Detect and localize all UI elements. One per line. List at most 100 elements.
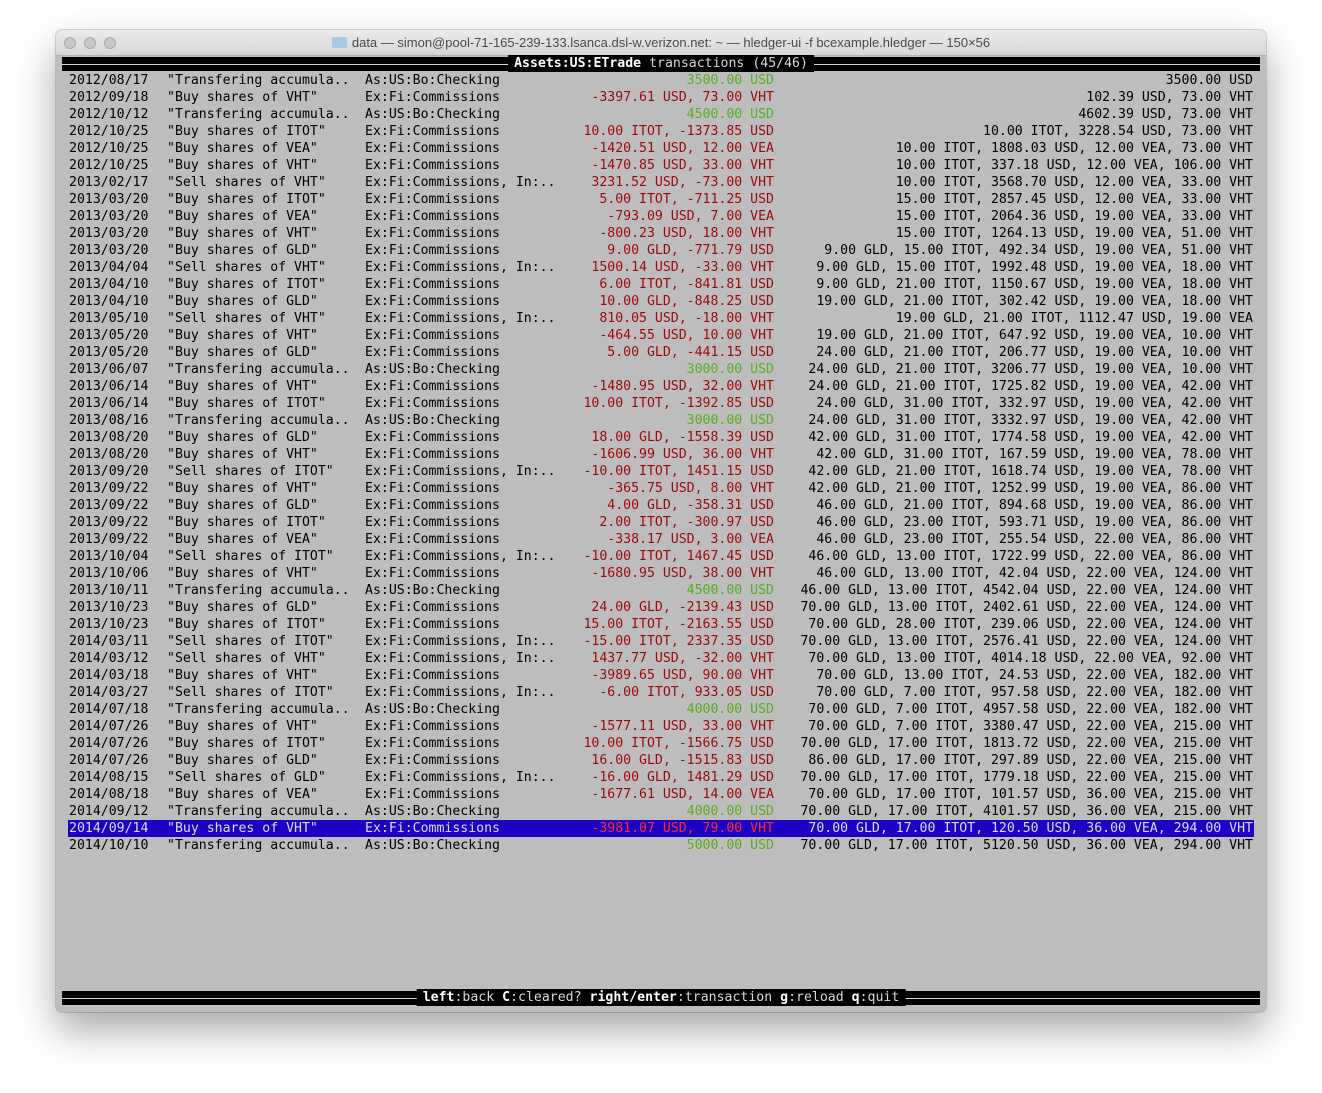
- account-cell: Ex:Fi:Commissions: [365, 294, 500, 309]
- amount-cell: 10.00 ITOT, -1373.85 USD: [583, 124, 774, 139]
- table-row[interactable]: 2013/03/20 "Buy shares of VHT" Ex:Fi:Commi…: [68, 225, 1254, 242]
- table-row[interactable]: 2013/05/20 "Buy shares of GLD" Ex:Fi:Commi…: [68, 344, 1254, 361]
- amount-cell: -365.75 USD, 8.00 VHT: [607, 481, 774, 496]
- table-row[interactable]: 2012/10/25 "Buy shares of VEA" Ex:Fi:Commi…: [68, 140, 1254, 157]
- table-row[interactable]: 2013/09/20 "Sell shares of ITOT" Ex:Fi:Com…: [68, 463, 1254, 480]
- minimize-button[interactable]: [84, 37, 96, 49]
- description-cell: "Buy shares of VHT": [167, 90, 318, 105]
- amount-cell: -16.00 GLD, 1481.29 USD: [591, 770, 774, 785]
- table-row[interactable]: 2013/09/22 "Buy shares of GLD" Ex:Fi:Commi…: [68, 497, 1254, 514]
- date-cell: 2013/05/20: [69, 328, 149, 343]
- table-row[interactable]: 2013/02/17 "Sell shares of VHT" Ex:Fi:Comm…: [68, 174, 1254, 191]
- header-label: Assets:US:ETrade transactions (45/46): [508, 55, 814, 72]
- date-cell: 2013/06/14: [69, 379, 149, 394]
- table-row[interactable]: 2014/03/27 "Sell shares of ITOT" Ex:Fi:Com…: [68, 684, 1254, 701]
- table-row[interactable]: 2013/09/22 "Buy shares of ITOT" Ex:Fi:Comm…: [68, 514, 1254, 531]
- table-row[interactable]: 2013/05/10 "Sell shares of VHT" Ex:Fi:Comm…: [68, 310, 1254, 327]
- balance-cell: 46.00 GLD, 13.00 ITOT, 42.04 USD, 22.00 …: [816, 566, 1253, 581]
- key-action: cleared?: [518, 990, 582, 1005]
- table-row[interactable]: 2014/03/12 "Sell shares of VHT" Ex:Fi:Comm…: [68, 650, 1254, 667]
- table-row[interactable]: 2014/09/12 "Transfering accumula.. As:US:B…: [68, 803, 1254, 820]
- table-row[interactable]: 2014/07/18 "Transfering accumula.. As:US:B…: [68, 701, 1254, 718]
- account-cell: Ex:Fi:Commissions: [365, 787, 500, 802]
- table-row[interactable]: 2013/09/22 "Buy shares of VEA" Ex:Fi:Commi…: [68, 531, 1254, 548]
- amount-cell: -15.00 ITOT, 2337.35 USD: [583, 634, 774, 649]
- amount-cell: -10.00 ITOT, 1451.15 USD: [583, 464, 774, 479]
- description-cell: "Buy shares of VHT": [167, 226, 318, 241]
- table-row[interactable]: 2013/10/23 "Buy shares of GLD" Ex:Fi:Commi…: [68, 599, 1254, 616]
- table-row[interactable]: 2014/07/26 "Buy shares of GLD" Ex:Fi:Commi…: [68, 752, 1254, 769]
- balance-cell: 70.00 GLD, 13.00 ITOT, 24.53 USD, 22.00 …: [816, 668, 1253, 683]
- account-cell: Ex:Fi:Commissions, In:..: [365, 464, 556, 479]
- date-cell: 2013/06/07: [69, 362, 149, 377]
- table-row[interactable]: 2013/10/23 "Buy shares of ITOT" Ex:Fi:Comm…: [68, 616, 1254, 633]
- table-row[interactable]: 2013/10/11 "Transfering accumula.. As:US:B…: [68, 582, 1254, 599]
- description-cell: "Buy shares of GLD": [167, 430, 318, 445]
- table-row[interactable]: 2013/05/20 "Buy shares of VHT" Ex:Fi:Commi…: [68, 327, 1254, 344]
- table-row[interactable]: 2013/08/16 "Transfering accumula.. As:US:B…: [68, 412, 1254, 429]
- amount-cell: -1470.85 USD, 33.00 VHT: [591, 158, 774, 173]
- table-row[interactable]: 2013/10/04 "Sell shares of ITOT" Ex:Fi:Com…: [68, 548, 1254, 565]
- table-row[interactable]: 2012/09/18 "Buy shares of VHT" Ex:Fi:Commi…: [68, 89, 1254, 106]
- balance-cell: 42.00 GLD, 21.00 ITOT, 1252.99 USD, 19.0…: [808, 481, 1253, 496]
- zoom-button[interactable]: [104, 37, 116, 49]
- description-cell: "Buy shares of VHT": [167, 328, 318, 343]
- table-row[interactable]: 2013/03/20 "Buy shares of ITOT" Ex:Fi:Comm…: [68, 191, 1254, 208]
- amount-cell: -1480.95 USD, 32.00 VHT: [591, 379, 774, 394]
- table-row-selected[interactable]: 2014/09/14 "Buy shares of VHT" Ex:Fi:Commi…: [68, 820, 1254, 837]
- amount-cell: 4500.00 USD: [686, 583, 774, 598]
- description-cell: "Buy shares of VHT": [167, 719, 318, 734]
- description-cell: "Buy shares of ITOT": [167, 192, 326, 207]
- table-row[interactable]: 2013/06/07 "Transfering accumula.. As:US:B…: [68, 361, 1254, 378]
- description-cell: "Buy shares of VHT": [167, 158, 318, 173]
- table-row[interactable]: 2012/08/17 "Transfering accumula.. As:US:B…: [68, 72, 1254, 89]
- balance-cell: 24.00 GLD, 31.00 ITOT, 332.97 USD, 19.00…: [816, 396, 1253, 411]
- table-row[interactable]: 2013/03/20 "Buy shares of GLD" Ex:Fi:Commi…: [68, 242, 1254, 259]
- table-row[interactable]: 2013/04/10 "Buy shares of ITOT" Ex:Fi:Comm…: [68, 276, 1254, 293]
- date-cell: 2013/09/22: [69, 515, 149, 530]
- description-cell: "Buy shares of ITOT": [167, 736, 326, 751]
- description-cell: "Transfering accumula..: [167, 107, 350, 122]
- table-row[interactable]: 2014/03/11 "Sell shares of ITOT" Ex:Fi:Com…: [68, 633, 1254, 650]
- amount-cell: -793.09 USD, 7.00 VEA: [607, 209, 774, 224]
- table-row[interactable]: 2012/10/25 "Buy shares of ITOT" Ex:Fi:Comm…: [68, 123, 1254, 140]
- date-cell: 2013/04/10: [69, 277, 149, 292]
- close-button[interactable]: [64, 37, 76, 49]
- table-row[interactable]: 2014/08/18 "Buy shares of VEA" Ex:Fi:Commi…: [68, 786, 1254, 803]
- description-cell: "Sell shares of VHT": [167, 651, 326, 666]
- table-row[interactable]: 2013/09/22 "Buy shares of VHT" Ex:Fi:Commi…: [68, 480, 1254, 497]
- balance-cell: 70.00 GLD, 17.00 ITOT, 4101.57 USD, 36.0…: [800, 804, 1253, 819]
- description-cell: "Sell shares of ITOT": [167, 464, 334, 479]
- date-cell: 2012/10/25: [69, 124, 149, 139]
- table-row[interactable]: 2014/07/26 "Buy shares of ITOT" Ex:Fi:Comm…: [68, 735, 1254, 752]
- description-cell: "Transfering accumula..: [167, 838, 350, 853]
- balance-cell: 42.00 GLD, 21.00 ITOT, 1618.74 USD, 19.0…: [808, 464, 1253, 479]
- account-cell: Ex:Fi:Commissions, In:..: [365, 770, 556, 785]
- terminal[interactable]: Assets:US:ETrade transactions (45/46) 20…: [62, 55, 1260, 1012]
- amount-cell: -6.00 ITOT, 933.05 USD: [599, 685, 774, 700]
- date-cell: 2012/10/25: [69, 158, 149, 173]
- date-cell: 2013/10/23: [69, 617, 149, 632]
- terminal-window: data — simon@pool-71-165-239-133.lsanca.…: [56, 30, 1266, 1012]
- table-row[interactable]: 2013/08/20 "Buy shares of VHT" Ex:Fi:Commi…: [68, 446, 1254, 463]
- table-row[interactable]: 2013/08/20 "Buy shares of GLD" Ex:Fi:Commi…: [68, 429, 1254, 446]
- table-row[interactable]: 2012/10/25 "Buy shares of VHT" Ex:Fi:Commi…: [68, 157, 1254, 174]
- table-row[interactable]: 2013/04/04 "Sell shares of VHT" Ex:Fi:Comm…: [68, 259, 1254, 276]
- table-row[interactable]: 2012/10/12 "Transfering accumula.. As:US:B…: [68, 106, 1254, 123]
- table-row[interactable]: 2014/10/10 "Transfering accumula.. As:US:B…: [68, 837, 1254, 854]
- table-row[interactable]: 2013/06/14 "Buy shares of ITOT" Ex:Fi:Comm…: [68, 395, 1254, 412]
- table-row[interactable]: 2014/08/15 "Sell shares of GLD" Ex:Fi:Comm…: [68, 769, 1254, 786]
- account-cell: Ex:Fi:Commissions: [365, 209, 500, 224]
- table-row[interactable]: 2014/07/26 "Buy shares of VHT" Ex:Fi:Commi…: [68, 718, 1254, 735]
- table-row[interactable]: 2013/06/14 "Buy shares of VHT" Ex:Fi:Commi…: [68, 378, 1254, 395]
- table-row[interactable]: 2013/04/10 "Buy shares of GLD" Ex:Fi:Commi…: [68, 293, 1254, 310]
- account-cell: Ex:Fi:Commissions, In:..: [365, 175, 556, 190]
- table-row[interactable]: 2013/10/06 "Buy shares of VHT" Ex:Fi:Commi…: [68, 565, 1254, 582]
- table-row[interactable]: 2013/03/20 "Buy shares of VEA" Ex:Fi:Commi…: [68, 208, 1254, 225]
- table-row[interactable]: 2014/03/18 "Buy shares of VHT" Ex:Fi:Commi…: [68, 667, 1254, 684]
- title-bar[interactable]: data — simon@pool-71-165-239-133.lsanca.…: [56, 30, 1266, 56]
- description-cell: "Buy shares of VHT": [167, 668, 318, 683]
- description-cell: "Sell shares of VHT": [167, 311, 326, 326]
- amount-cell: -800.23 USD, 18.00 VHT: [599, 226, 774, 241]
- key-action: transaction: [684, 990, 773, 1005]
